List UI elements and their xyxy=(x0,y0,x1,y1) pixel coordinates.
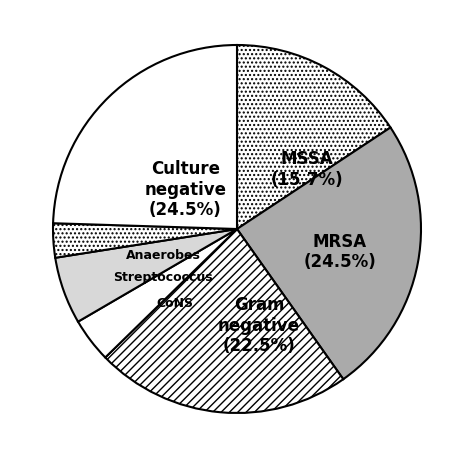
Text: MSSA
(15.7%): MSSA (15.7%) xyxy=(271,150,343,188)
Wedge shape xyxy=(53,46,237,230)
Wedge shape xyxy=(105,230,343,413)
Wedge shape xyxy=(55,230,237,322)
Wedge shape xyxy=(53,224,237,258)
Text: Culture
negative
(24.5%): Culture negative (24.5%) xyxy=(145,159,227,219)
Text: Anaerobes: Anaerobes xyxy=(126,249,201,262)
Text: CoNS: CoNS xyxy=(156,297,193,309)
Text: MRSA
(24.5%): MRSA (24.5%) xyxy=(304,232,376,271)
Wedge shape xyxy=(237,128,421,380)
Text: Gram
negative
(22.5%): Gram negative (22.5%) xyxy=(218,295,300,355)
Wedge shape xyxy=(237,46,391,230)
Wedge shape xyxy=(78,230,237,358)
Text: Streptococcus: Streptococcus xyxy=(114,271,213,284)
